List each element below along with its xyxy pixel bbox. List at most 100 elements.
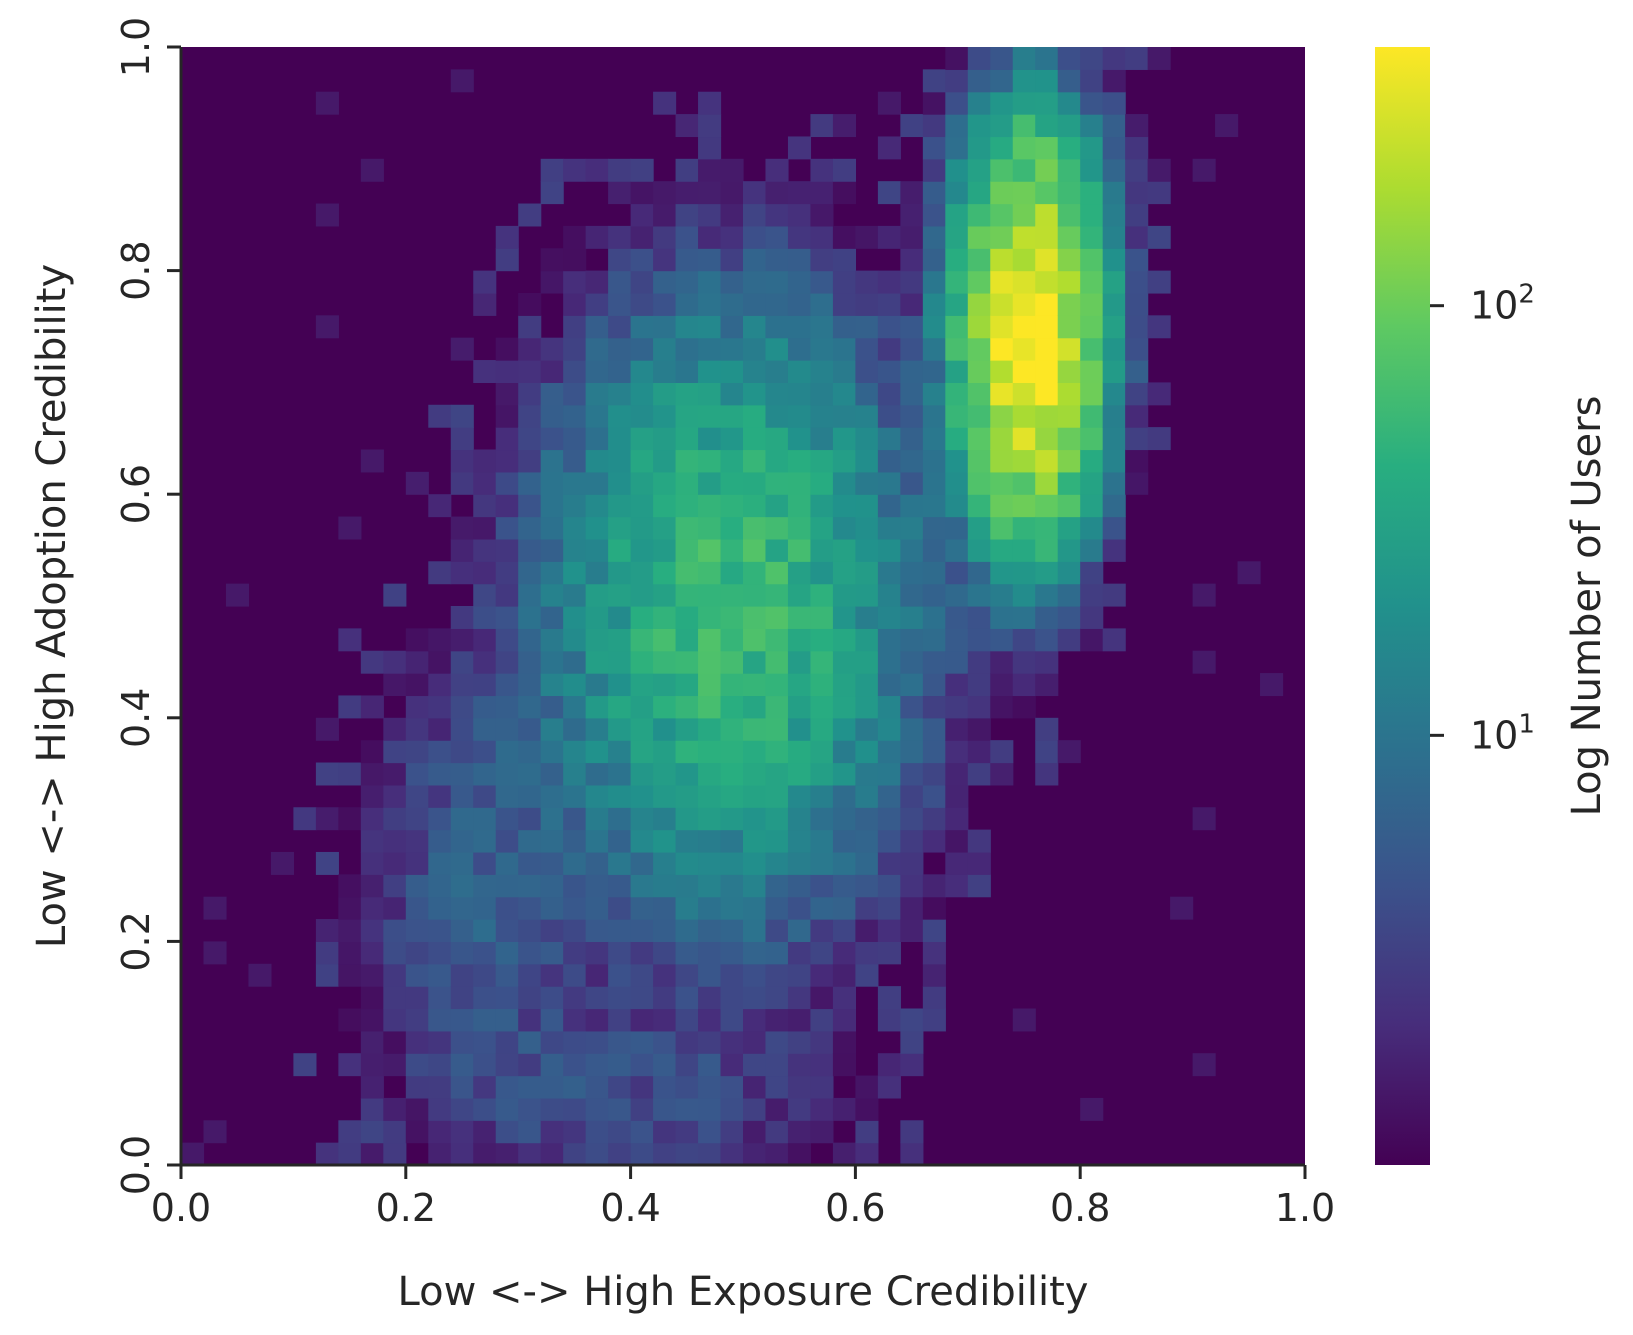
heatmap-cell: [608, 829, 632, 853]
heatmap-cell: [698, 583, 722, 607]
heatmap-cell: [945, 404, 969, 428]
heatmap-cell: [765, 874, 789, 898]
heatmap-cell: [810, 941, 834, 965]
heatmap-cell: [810, 963, 834, 987]
heatmap-cell: [855, 538, 879, 562]
heatmap-cell: [518, 807, 542, 831]
heatmap-cell: [360, 874, 384, 898]
heatmap-cell: [630, 1053, 654, 1077]
heatmap-cell: [765, 896, 789, 920]
heatmap-cell: [315, 1142, 339, 1166]
heatmap-cell: [518, 538, 542, 562]
heatmap-cell: [338, 516, 362, 540]
heatmap-cell: [900, 538, 924, 562]
heatmap-cell: [765, 315, 789, 339]
heatmap-cell: [360, 1142, 384, 1166]
heatmap-cell: [428, 1008, 452, 1032]
heatmap-cell: [720, 829, 744, 853]
heatmap-cell: [743, 851, 767, 875]
heatmap-cell: [653, 449, 677, 473]
heatmap-cell: [540, 471, 564, 495]
heatmap-cell: [428, 941, 452, 965]
heatmap-cell: [698, 538, 722, 562]
heatmap-cell: [630, 382, 654, 406]
heatmap-cell: [495, 963, 519, 987]
heatmap-cell: [630, 494, 654, 518]
heatmap-cell: [383, 874, 407, 898]
heatmap-cell: [1012, 427, 1036, 451]
heatmap-cell: [473, 1097, 497, 1121]
heatmap-cell: [653, 292, 677, 316]
heatmap-cell: [990, 404, 1014, 428]
heatmap-cell: [630, 695, 654, 719]
heatmap-cell: [945, 762, 969, 786]
heatmap-cell: [1012, 292, 1036, 316]
heatmap-cell: [1170, 896, 1194, 920]
heatmap-cell: [1102, 114, 1126, 138]
heatmap-cell: [900, 673, 924, 697]
heatmap-cell: [563, 628, 587, 652]
heatmap-cell: [922, 181, 946, 205]
heatmap-cell: [630, 762, 654, 786]
heatmap-cell: [832, 650, 856, 674]
heatmap-cell: [743, 606, 767, 629]
heatmap-cell: [945, 494, 969, 518]
heatmap-cell: [1125, 181, 1149, 205]
heatmap-cell: [518, 561, 542, 585]
heatmap-cell: [450, 896, 474, 920]
heatmap-cell: [450, 695, 474, 719]
heatmap-cell: [787, 851, 812, 875]
heatmap-cell: [743, 427, 767, 451]
heatmap-cell: [653, 851, 677, 875]
heatmap-cell: [900, 449, 924, 473]
heatmap-cell: [473, 829, 497, 853]
x-axis: 0.0 0.2 0.4 0.6 0.8 1.0: [151, 1163, 1335, 1230]
heatmap-cell: [585, 382, 609, 406]
heatmap-cell: [428, 919, 452, 942]
heatmap-cell: [630, 203, 654, 227]
heatmap-cell: [653, 561, 677, 585]
heatmap-cell: [855, 583, 879, 607]
heatmap-cell: [810, 851, 834, 875]
heatmap-cell: [540, 1142, 564, 1166]
heatmap-cell: [675, 606, 699, 629]
heatmap-cell: [1147, 382, 1171, 406]
heatmap-cell: [1057, 427, 1081, 451]
heatmap-cell: [315, 807, 339, 831]
heatmap-cell: [787, 1120, 812, 1144]
heatmap-cell: [585, 1120, 609, 1144]
heatmap-cell: [1102, 494, 1126, 518]
heatmap-cell: [1080, 292, 1104, 316]
heatmap-cell: [1147, 47, 1171, 70]
heatmap-cell: [270, 851, 294, 875]
heatmap-cell: [1080, 538, 1104, 562]
heatmap-cell: [787, 606, 812, 629]
heatmap-cell: [653, 203, 677, 227]
heatmap-cell: [540, 158, 564, 182]
heatmap-cell: [877, 762, 901, 786]
colorbar-ticks: 101 102: [1430, 280, 1535, 757]
heatmap-cell: [877, 740, 901, 764]
heatmap-cell: [810, 583, 834, 607]
heatmap-cell: [967, 740, 991, 764]
heatmap-cell: [945, 203, 969, 227]
heatmap-cell: [787, 337, 812, 361]
heatmap-cell: [922, 874, 946, 898]
heatmap-cell: [563, 606, 587, 629]
heatmap-cell: [855, 494, 879, 518]
heatmap-cell: [720, 784, 744, 808]
heatmap-cell: [855, 225, 879, 249]
heatmap-cell: [1057, 382, 1081, 406]
heatmap-cell: [810, 494, 834, 518]
heatmap-cell: [765, 717, 789, 741]
heatmap-cell: [1080, 471, 1104, 495]
heatmap-cell: [450, 1142, 474, 1166]
heatmap-cell: [720, 695, 744, 719]
heatmap-cell: [315, 315, 339, 339]
heatmap-cell: [585, 1142, 609, 1166]
heatmap-cell: [832, 561, 856, 585]
heatmap-cell: [675, 471, 699, 495]
heatmap-cell: [698, 449, 722, 473]
heatmap-cell: [832, 673, 856, 697]
heatmap-cell: [405, 874, 429, 898]
